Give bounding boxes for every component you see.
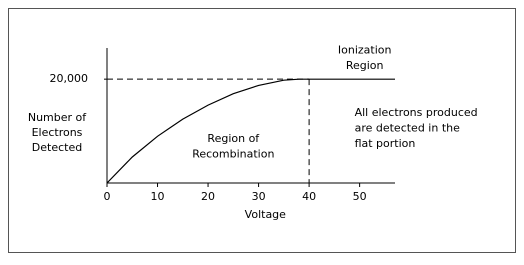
annotation: Ionization <box>338 44 392 57</box>
annotation: are detected in the <box>355 121 461 134</box>
annotation: Recombination <box>192 147 274 160</box>
annotation: Region <box>346 59 384 72</box>
y-axis-label: Electrons <box>32 126 83 139</box>
data-line <box>106 78 395 184</box>
x-tick-label: 30 <box>252 190 266 203</box>
frame <box>8 8 516 253</box>
y-axis-label: Number of <box>28 111 87 124</box>
x-tick-label: 50 <box>353 190 367 203</box>
x-tick-label: 0 <box>104 190 111 203</box>
x-tick-label: 20 <box>201 190 215 203</box>
annotation: Region of <box>207 132 260 145</box>
y-axis-label: Detected <box>32 141 82 154</box>
x-tick-label: 40 <box>302 190 316 203</box>
annotation: flat portion <box>355 137 416 150</box>
x-tick-label: 10 <box>151 190 165 203</box>
x-axis-label: Voltage <box>245 208 286 221</box>
annotation: All electrons produced <box>355 106 478 119</box>
y-tick-label: 20,000 <box>50 72 89 85</box>
